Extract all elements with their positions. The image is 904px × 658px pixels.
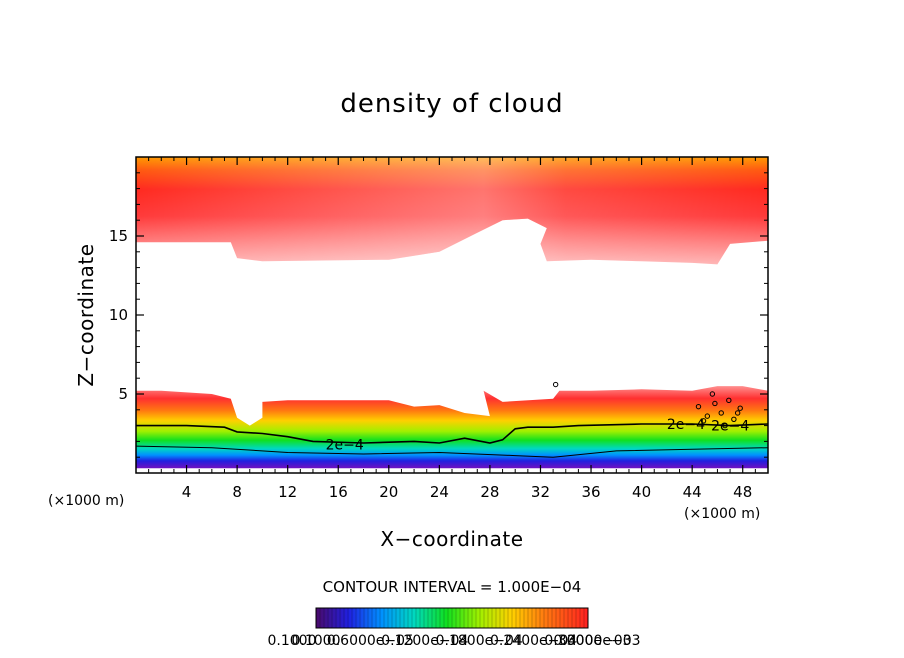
x-tick-label: 20 xyxy=(379,483,398,501)
colorbar-label: 0.1800e−04 xyxy=(436,633,523,649)
x-tick-label: 12 xyxy=(278,483,297,501)
contour-speck xyxy=(552,381,559,388)
contour-interval-text: CONTOUR INTERVAL = 1.000E−04 xyxy=(323,578,582,596)
colorbar-labels: 0.10000.6000e−050.1200e−040.1800e−040.24… xyxy=(268,633,641,649)
x-unit-left: (×1000 m) xyxy=(48,493,124,509)
contour-label: 2e−4 xyxy=(711,419,749,435)
upper-cloud-shade xyxy=(136,157,768,265)
colorbar-frame xyxy=(315,607,589,629)
contour-speckles xyxy=(552,381,743,429)
y-axis-title: Z−coordinate xyxy=(74,243,98,386)
contour-speck xyxy=(718,410,724,416)
contour-label: 2e−4 xyxy=(326,438,364,454)
x-tick-label: 40 xyxy=(632,483,651,501)
x-tick-label: 8 xyxy=(232,483,242,501)
x-tick-label: 24 xyxy=(430,483,449,501)
chart-title: density of cloud xyxy=(340,89,563,119)
colorbar-label: 0.1200e−04 xyxy=(381,633,468,649)
x-tick-label: 48 xyxy=(733,483,752,501)
x-axis-ticks: 4 8 12 16 20 24 28 32 36 40 44 48 xyxy=(148,157,756,501)
contour-speck xyxy=(731,416,737,422)
contour-speck xyxy=(737,405,743,411)
x-tick-label: 32 xyxy=(531,483,550,501)
colorbar-label: 0.6000e−05 xyxy=(327,633,414,649)
plot-area: 2e−4 2e−4 2e−4 xyxy=(136,157,768,473)
colorbar-max-label: 0.3000e−03 xyxy=(553,633,640,649)
contour-speck xyxy=(700,418,707,424)
contour-speck xyxy=(726,397,732,404)
colorbar-stripes xyxy=(319,608,585,628)
colorbar-label: 0.3000e−03 xyxy=(544,633,631,649)
contour-speck xyxy=(695,403,702,410)
x-tick-label: 44 xyxy=(683,483,702,501)
x-axis-title: X−coordinate xyxy=(380,527,523,551)
lower-cloud-layer xyxy=(136,386,768,469)
contour-label: 2e−4 xyxy=(667,417,705,433)
colorbar-label: 0.1000 xyxy=(292,633,341,649)
colorbar-label: 0.2400e−04 xyxy=(490,633,577,649)
contour-speck xyxy=(712,400,718,407)
y-tick-label: 10 xyxy=(109,306,128,324)
y-tick-label: 15 xyxy=(109,227,128,245)
contour-speck xyxy=(704,413,711,419)
contour-speck xyxy=(734,410,741,416)
contour-labels: 2e−4 2e−4 2e−4 xyxy=(326,417,750,454)
y-tick-label: 5 xyxy=(118,385,128,403)
x-tick-label: 36 xyxy=(581,483,600,501)
colorbar xyxy=(316,608,588,628)
x-unit-right: (×1000 m) xyxy=(684,506,760,522)
contour-speck xyxy=(709,391,716,397)
x-tick-label: 4 xyxy=(182,483,192,501)
contour-line-low xyxy=(136,445,768,458)
x-tick-label: 16 xyxy=(329,483,348,501)
x-tick-label: 28 xyxy=(480,483,499,501)
y-axis-ticks: 5 10 15 xyxy=(109,172,768,458)
contour-line-2e-4 xyxy=(136,423,768,444)
colorbar-min-label: 0.1000 xyxy=(268,633,317,649)
contour-speck xyxy=(722,422,728,429)
